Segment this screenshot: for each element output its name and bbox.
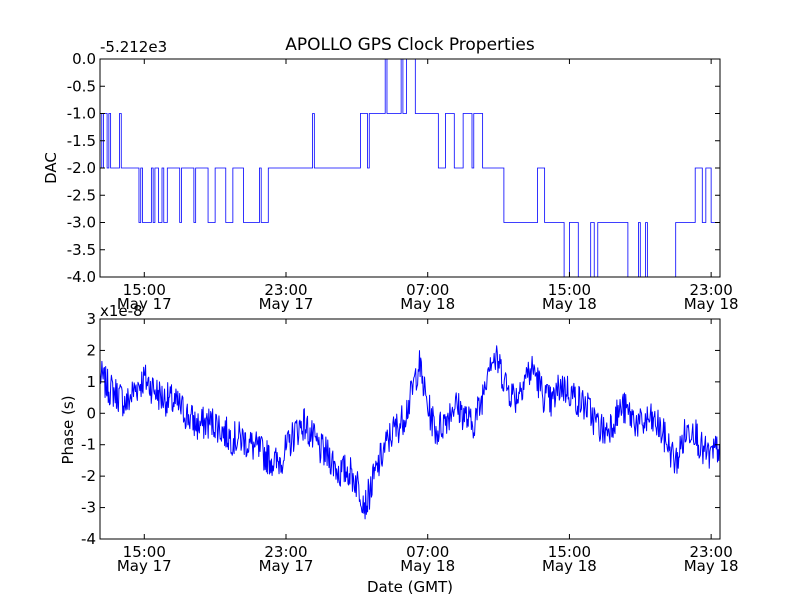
y-tick-label: -1.5 — [67, 132, 96, 150]
y-tick-label: -4 — [81, 530, 96, 548]
y-axis-label: Phase (s) — [59, 395, 77, 464]
x-axis-label: Date (GMT) — [367, 578, 453, 596]
y-tick-label: -4.0 — [67, 268, 96, 286]
dac-plot-area: 0.0 -0.5 -1.0 -1.5 -2.0 -2.5 -3.0 -3.5 -4.0 15:00… — [67, 50, 739, 313]
plot-frame — [99, 318, 721, 540]
y-tick-label: -1 — [81, 436, 96, 454]
y-tick-label: -2.0 — [67, 159, 96, 177]
y-tick-label: 1 — [86, 373, 96, 391]
y-tick-label: 0 — [86, 404, 96, 422]
x-tick-date-label: May 18 — [684, 295, 739, 313]
x-tick-time-label: 07:00 — [406, 543, 449, 561]
y-tick-label: -2.5 — [67, 186, 96, 204]
x-tick-time-label: 23:00 — [264, 281, 307, 299]
y-tick-label: -3.0 — [67, 214, 96, 232]
y-offset-text: -5.212e3 — [100, 38, 167, 56]
x-tick-time-label: 15:00 — [548, 543, 591, 561]
x-tick-time-label: 07:00 — [406, 281, 449, 299]
x-tick-date-label: May 17 — [259, 557, 314, 575]
y-tick-label: -3.5 — [67, 241, 96, 259]
dac-chart: APOLLO GPS Clock Properties -5.212e3 DAC… — [42, 35, 739, 313]
x-tick-date-label: May 18 — [400, 295, 455, 313]
y-offset-text: x1e-8 — [100, 302, 143, 320]
x-tick-date-label: May 17 — [117, 295, 172, 313]
x-tick-date-label: May 17 — [117, 557, 172, 575]
y-tick-label: -0.5 — [67, 77, 96, 95]
y-tick-label: -1.0 — [67, 105, 96, 123]
x-tick-date-label: May 18 — [542, 295, 597, 313]
x-tick-date-label: May 18 — [684, 557, 739, 575]
y-tick-label: -2 — [81, 467, 96, 485]
x-tick-time-label: 23:00 — [264, 543, 307, 561]
x-tick-time-label: 15:00 — [123, 281, 166, 299]
x-tick-time-label: 23:00 — [690, 543, 733, 561]
x-tick-date-label: May 17 — [259, 295, 314, 313]
x-tick-time-label: 15:00 — [548, 281, 591, 299]
phase-chart: x1e-8 Phase (s) Date (GMT) 3 2 1 0 -1 -2 -3 -4 1… — [59, 302, 739, 596]
x-tick-date-label: May 18 — [400, 557, 455, 575]
y-tick-label: 0.0 — [72, 50, 96, 68]
y-tick-label: 2 — [86, 341, 96, 359]
chart-title: APOLLO GPS Clock Properties — [285, 35, 535, 55]
y-tick-label: -3 — [81, 499, 96, 517]
series-line-phase — [99, 345, 721, 520]
x-tick-time-label: 15:00 — [123, 543, 166, 561]
x-tick-time-label: 23:00 — [690, 281, 733, 299]
x-tick-date-label: May 18 — [542, 557, 597, 575]
y-tick-label: 3 — [86, 310, 96, 328]
y-axis-label: DAC — [42, 152, 60, 184]
